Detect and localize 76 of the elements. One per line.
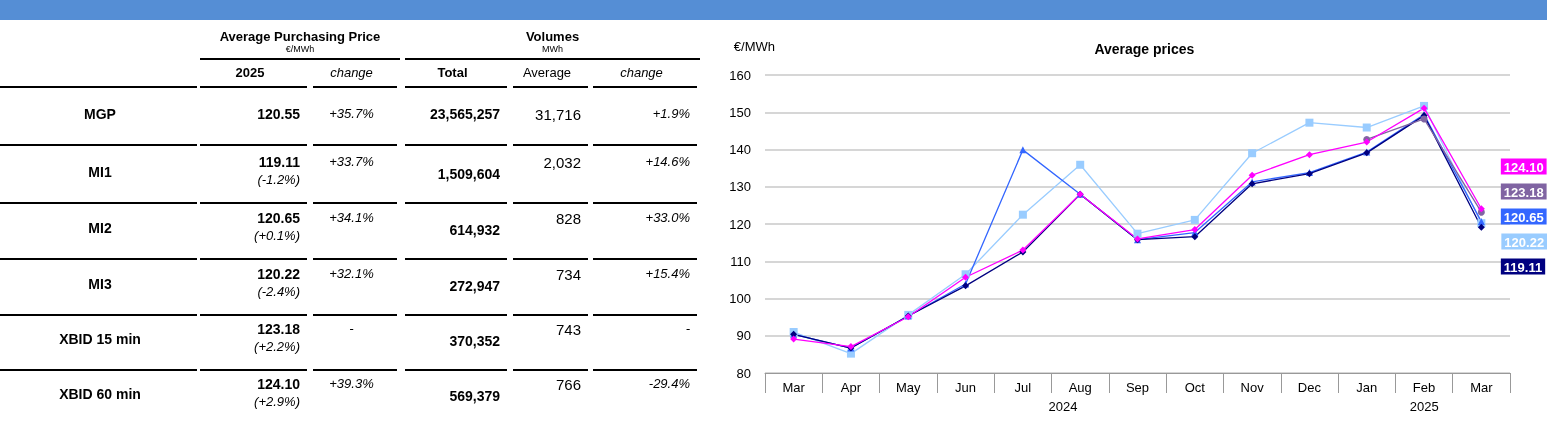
- text: 743: [555, 321, 581, 338]
- text: MWh: [541, 44, 564, 54]
- x-tick-label: Jun: [955, 380, 977, 395]
- category-label: Total: [436, 65, 469, 80]
- category-label: XBID 60 min: [59, 386, 141, 402]
- category-label: change: [619, 65, 664, 80]
- category-label: XBID 15 min: [59, 331, 141, 347]
- text: +32.1%: [329, 266, 374, 281]
- category-label: MGP: [84, 106, 116, 122]
- text: 734: [555, 266, 581, 283]
- text: 1,509,604: [437, 166, 500, 182]
- text: 2,032: [543, 154, 581, 171]
- text: 569,379: [449, 388, 500, 404]
- text: 124.10 (+2.9%): [254, 376, 300, 409]
- y-tick-label: 160: [729, 67, 751, 83]
- text: 2025: [1409, 398, 1439, 414]
- text: 2024: [1048, 398, 1078, 414]
- text: 120.65 (+0.1%): [254, 210, 300, 243]
- text: -29.4%: [648, 376, 690, 391]
- text: 120.55: [257, 106, 300, 122]
- x-tick-label: Apr: [840, 380, 862, 395]
- x-tick-label: Nov: [1240, 380, 1265, 395]
- chart-title: Average prices: [1094, 41, 1195, 57]
- x-tick-label: Aug: [1068, 380, 1092, 395]
- y-tick-label: 130: [729, 179, 751, 195]
- text: 614,932: [449, 222, 500, 238]
- text: +15.4%: [645, 266, 690, 281]
- text: 828: [555, 210, 581, 227]
- text: 123.18 (+2.2%): [254, 321, 300, 354]
- category-label: MI3: [88, 276, 112, 292]
- x-tick-label: Feb: [1412, 380, 1436, 395]
- data-label: 123.18: [1503, 184, 1544, 200]
- y-tick-label: 100: [729, 291, 751, 306]
- y-tick-label: 150: [729, 104, 751, 120]
- x-tick-label: Jul: [1014, 380, 1032, 395]
- text: 766: [555, 376, 581, 393]
- text: Volumes: [524, 29, 581, 44]
- text: 272,947: [449, 278, 500, 294]
- text: Average Purchasing Price: [218, 29, 382, 44]
- data-label: 120.22: [1504, 234, 1545, 250]
- text: 23,565,257: [429, 106, 500, 122]
- data-label: 119.11: [1503, 259, 1543, 275]
- text: +39.3%: [329, 376, 374, 391]
- category-label: MI1: [88, 164, 112, 180]
- text: 119.11 (-1.2%): [257, 154, 300, 187]
- text: +33.0%: [645, 210, 690, 225]
- category-label: change: [329, 65, 374, 80]
- x-tick-label: Oct: [1184, 380, 1206, 395]
- y-tick-label: 90: [736, 328, 751, 344]
- text: 370,352: [449, 333, 500, 349]
- y-tick-label: 80: [736, 365, 751, 381]
- y-tick-label: 110: [730, 253, 751, 269]
- category-label: Average: [521, 65, 573, 80]
- text: -: [685, 321, 690, 336]
- text: -: [349, 321, 354, 336]
- x-tick-label: May: [895, 380, 922, 395]
- text: +35.7%: [329, 106, 374, 121]
- x-tick-label: Mar: [1470, 380, 1494, 395]
- text: +14.6%: [645, 154, 690, 169]
- data-label: 124.10: [1503, 159, 1544, 175]
- text: +34.1%: [329, 210, 374, 225]
- y-axis-title: €/MWh: [733, 39, 775, 54]
- text: €/MWh: [284, 44, 316, 54]
- x-tick-label: Mar: [782, 380, 806, 395]
- data-label: 120.65: [1503, 209, 1544, 225]
- x-tick-label: Jan: [1356, 380, 1378, 395]
- text: +33.7%: [329, 154, 374, 169]
- y-tick-label: 120: [729, 216, 751, 232]
- category-label: MI2: [88, 220, 112, 236]
- text: 31,716: [535, 106, 581, 123]
- x-tick-label: Dec: [1297, 380, 1322, 395]
- category-label: 2025: [234, 65, 266, 80]
- text: +1.9%: [652, 106, 690, 121]
- x-tick-label: Sep: [1125, 380, 1150, 395]
- y-tick-label: 140: [729, 142, 751, 157]
- text: 120.22 (-2.4%): [257, 266, 300, 299]
